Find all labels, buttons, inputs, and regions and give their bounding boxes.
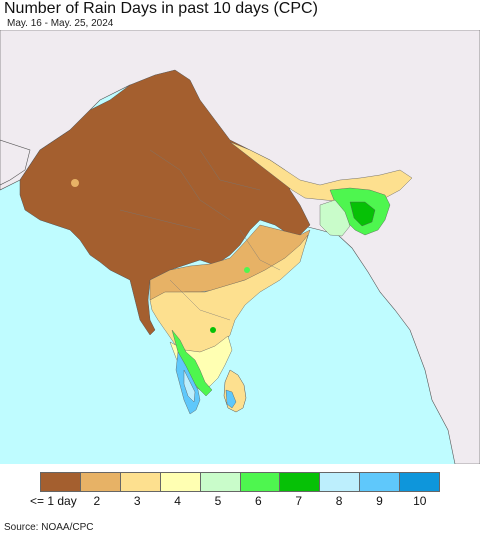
map-dot	[244, 267, 250, 273]
date-range: May. 16 - May. 25, 2024	[7, 18, 114, 29]
admin-borders	[119, 149, 281, 321]
region-3days	[149, 234, 309, 366]
legend-swatch	[280, 473, 321, 491]
legend-swatch	[320, 473, 361, 491]
legend-labels: <= 1 day 2 3 4 5 6 7 8 9 10	[30, 494, 440, 510]
region-northeast-7	[349, 201, 376, 227]
color-legend	[40, 472, 440, 492]
legend-swatch	[80, 473, 121, 491]
region-8days	[183, 369, 196, 403]
legend-label: <= 1 day	[30, 494, 77, 508]
legend-swatch	[360, 473, 401, 491]
legend-label: 4	[174, 494, 181, 508]
map-title: Number of Rain Days in past 10 days (CPC…	[4, 0, 318, 17]
legend-swatch	[240, 473, 281, 491]
legend-label: 6	[254, 494, 262, 508]
legend-swatch	[160, 473, 201, 491]
sri-lanka-wet	[225, 389, 237, 409]
legend-swatch	[41, 473, 81, 491]
legend-swatch	[200, 473, 241, 491]
legend-label: 10	[413, 494, 427, 508]
legend-label: 5	[214, 494, 222, 508]
legend-label: 8	[335, 494, 343, 508]
legend-swatch	[120, 473, 161, 491]
legend-label: 7	[295, 494, 303, 508]
legend-label: 3	[133, 494, 141, 508]
map-dot	[210, 327, 216, 333]
region-north-band	[229, 141, 413, 203]
legend-swatch	[400, 473, 440, 491]
region-dry	[19, 69, 311, 336]
rain-days-map	[0, 30, 480, 464]
data-source: Source: NOAA/CPC	[4, 522, 94, 533]
region-bangladesh	[319, 199, 351, 237]
legend-label: 2	[93, 494, 101, 508]
map-dot	[71, 179, 79, 187]
land-iran	[0, 139, 31, 186]
legend-label: 9	[376, 494, 383, 508]
